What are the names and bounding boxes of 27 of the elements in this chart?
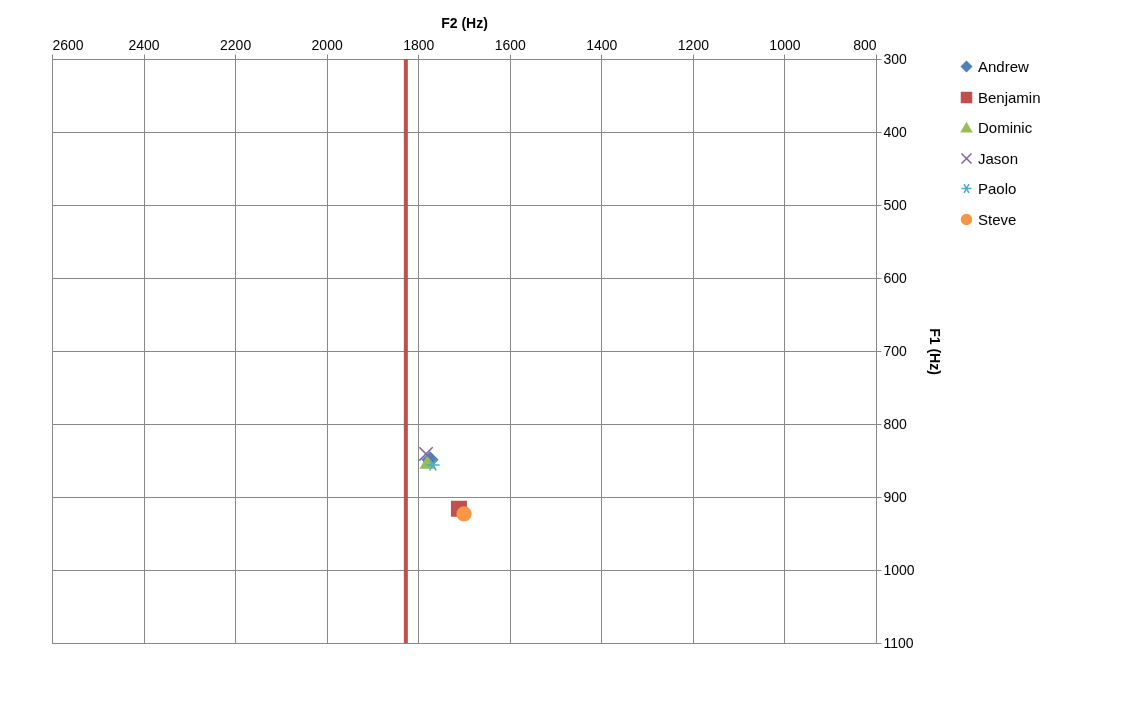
x-tick-label: 2400 [128,36,160,53]
y-tick-label: 800 [883,415,908,432]
x-tick-label: 1600 [494,36,527,53]
x-tick-label: 1800 [403,36,435,53]
x-tick-label: 800 [853,36,877,53]
x-tick-label: 1400 [586,36,618,53]
y-tick-label: 700 [883,342,908,359]
x-tick-label: 1200 [677,36,710,53]
y-tick-label: 1100 [883,634,914,651]
y-tick-label: 500 [883,196,908,213]
y-tick-label: 600 [883,269,908,286]
legend-label: Dominic [978,118,1033,136]
y-axis-title: F1 (Hz) [926,328,943,375]
y-tick-label: 400 [883,123,908,140]
x-axis-title: F2 (Hz) [441,14,488,31]
x-tick-label: 1000 [769,36,801,53]
legend-label: Jason [978,149,1019,167]
legend-label: Steve [978,210,1017,228]
y-tick-label: 1000 [883,561,915,578]
legend-label: Paolo [978,179,1017,197]
y-tick-label: 300 [883,50,908,67]
x-tick-label: 2600 [52,36,84,53]
x-tick-label: 2200 [220,36,252,53]
x-tick-label: 2000 [311,36,343,53]
legend-label: Andrew [978,57,1030,75]
y-tick-label: 900 [883,488,908,505]
legend-label: Benjamin [978,88,1041,106]
